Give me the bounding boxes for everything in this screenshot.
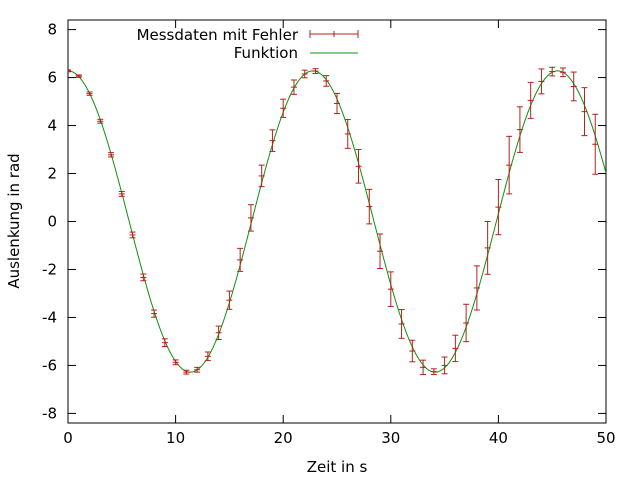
data-point bbox=[409, 339, 416, 363]
data-point bbox=[68, 69, 71, 73]
data-point bbox=[463, 303, 470, 343]
data-point bbox=[183, 369, 190, 375]
y-tick-label: 0 bbox=[47, 213, 57, 231]
data-point bbox=[97, 118, 104, 124]
plot-frame bbox=[67, 19, 607, 424]
x-tick-label: 40 bbox=[489, 429, 508, 447]
data-point bbox=[516, 106, 523, 153]
x-axis-label: Zeit in s bbox=[307, 458, 368, 476]
data-point bbox=[441, 356, 448, 375]
data-point bbox=[387, 271, 394, 307]
data-point bbox=[506, 135, 513, 195]
y-tick-label: 4 bbox=[47, 117, 57, 135]
legend-label-measurements: Messdaten mit Fehler bbox=[137, 26, 299, 44]
y-tick-label: 8 bbox=[47, 21, 57, 39]
x-axis: 0 10 20 30 40 50 bbox=[63, 20, 616, 447]
data-point bbox=[258, 164, 265, 188]
data-point bbox=[301, 69, 308, 79]
legend-label-function: Funktion bbox=[234, 44, 298, 62]
data-point bbox=[237, 247, 244, 272]
x-tick-label: 50 bbox=[596, 429, 615, 447]
data-point bbox=[172, 359, 179, 366]
data-point bbox=[377, 233, 384, 270]
data-point bbox=[473, 265, 480, 311]
data-point bbox=[129, 231, 136, 239]
data-point bbox=[355, 149, 362, 184]
data-point bbox=[323, 75, 330, 87]
data-point bbox=[269, 129, 276, 152]
y-axis-label: Auslenkung in rad bbox=[5, 153, 23, 288]
legend-swatch-measurements bbox=[309, 30, 359, 38]
data-point bbox=[280, 98, 287, 118]
data-point bbox=[226, 290, 233, 310]
data-point bbox=[398, 309, 405, 339]
data-point bbox=[161, 338, 168, 347]
data-point bbox=[484, 221, 491, 275]
data-point bbox=[430, 368, 437, 376]
data-point bbox=[151, 309, 158, 318]
data-point bbox=[194, 366, 201, 373]
y-axis: -8 -6 -4 -2 0 2 4 6 8 bbox=[42, 21, 606, 422]
y-tick-label: -8 bbox=[42, 404, 57, 422]
data-point bbox=[108, 152, 115, 158]
data-point bbox=[86, 91, 93, 96]
data-point bbox=[312, 68, 319, 74]
y-tick-label: 2 bbox=[47, 165, 57, 183]
data-point bbox=[538, 68, 545, 95]
y-tick-label: -6 bbox=[42, 356, 57, 374]
measurement-points bbox=[68, 66, 599, 376]
data-point bbox=[581, 87, 588, 137]
data-point bbox=[344, 119, 351, 149]
y-tick-label: -4 bbox=[42, 308, 57, 326]
data-point bbox=[570, 71, 577, 102]
y-tick-label: 6 bbox=[47, 69, 57, 87]
data-point bbox=[75, 74, 82, 78]
data-point bbox=[140, 273, 147, 282]
x-tick-label: 0 bbox=[63, 429, 73, 447]
data-point bbox=[118, 191, 125, 197]
x-tick-label: 20 bbox=[274, 429, 293, 447]
data-point bbox=[495, 179, 502, 236]
data-point bbox=[215, 325, 222, 341]
data-point bbox=[247, 204, 254, 232]
data-point bbox=[334, 92, 340, 115]
data-point bbox=[549, 66, 556, 77]
data-point bbox=[527, 81, 534, 119]
data-point bbox=[559, 67, 566, 78]
data-point bbox=[592, 113, 599, 175]
x-tick-label: 30 bbox=[381, 429, 400, 447]
data-point bbox=[420, 359, 427, 376]
y-tick-label: -2 bbox=[42, 260, 57, 278]
data-point bbox=[366, 188, 373, 225]
legend: Messdaten mit Fehler Funktion bbox=[137, 26, 359, 62]
x-tick-label: 10 bbox=[166, 429, 185, 447]
data-point bbox=[290, 79, 297, 95]
data-point bbox=[204, 351, 211, 362]
function-line bbox=[68, 70, 606, 373]
data-point bbox=[452, 334, 459, 363]
